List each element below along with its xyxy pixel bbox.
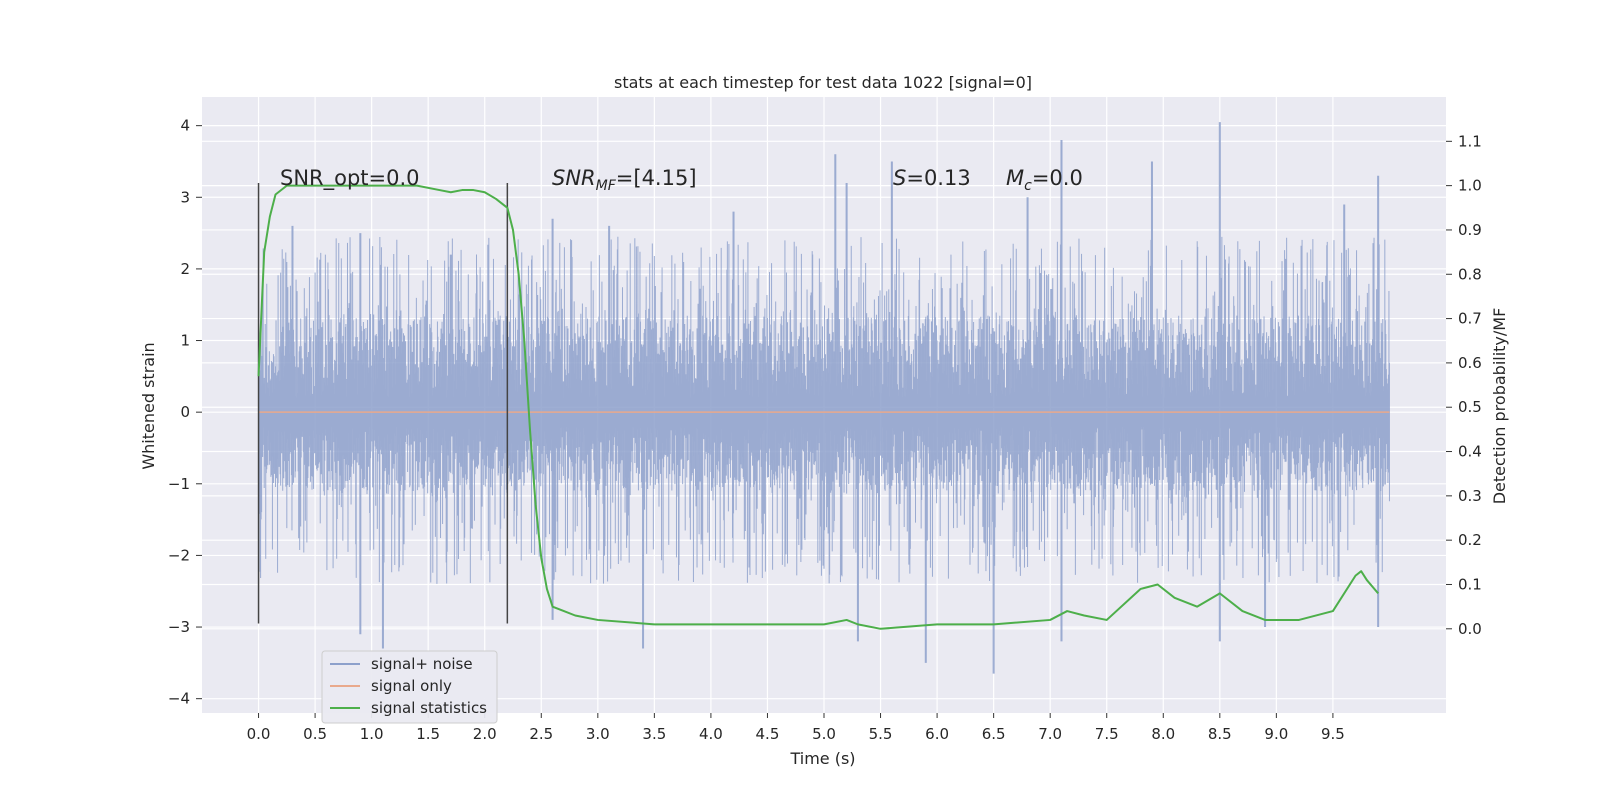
annotation-snr-mf-sub: MF [596,178,617,194]
x-tick-label: 4.0 [699,725,723,743]
legend-label-signal-statistics: signal statistics [371,699,487,717]
y2-tick-label: 0.8 [1458,265,1482,283]
annotation-s: S=0.13 [893,166,971,190]
x-tick-label: 1.5 [416,725,440,743]
x-tick-label: 6.5 [982,725,1006,743]
x-tick-label: 2.5 [529,725,553,743]
series-line-signal-statistics [257,184,1379,630]
y-tick-label: −4 [168,690,190,708]
legend-label-signal-only: signal only [371,677,452,695]
annotation-mc-symbol: M [1006,166,1024,190]
x-tick-label: 7.5 [1095,725,1119,743]
legend-box [321,650,498,724]
vertical-markers [257,182,509,624]
x-axis-label: Time (s) [789,749,855,768]
legend: signal+ noise signal only signal statist… [321,650,498,724]
annotation-snr-opt: SNR_opt=0.0 [280,166,420,191]
x-tick-label: 9.0 [1264,725,1288,743]
annotation-s-value: =0.13 [906,166,970,190]
y2-tick-label: 0.1 [1458,575,1482,593]
y-axis-label: Whitened strain [139,342,158,469]
y-ticks: 4 3 2 1 0 −1 −2 −3 −4 [168,117,202,708]
y-tick-label: −3 [168,618,190,636]
x-ticks: 0.0 0.5 1.0 1.5 2.0 2.5 3.0 3.5 4.0 4.5 5.0 5.5 6.0 6… [247,713,1345,743]
annotation-mc-sub: c [1024,178,1032,194]
y-tick-label: 1 [180,332,190,350]
y-tick-label: −2 [168,546,190,564]
y2-tick-label: 1.1 [1458,132,1482,150]
x-tick-label: 0.0 [247,725,271,743]
x-tick-label: 6.0 [925,725,949,743]
x-tick-label: 1.0 [360,725,384,743]
y2-tick-label: 0.7 [1458,310,1482,328]
y-tick-label: 2 [180,260,190,278]
y2-tick-label: 0.6 [1458,354,1482,372]
y-tick-label: 3 [180,188,190,206]
annotation-s-symbol: S [893,166,906,190]
y-tick-label: 0 [180,403,190,421]
annotation-mc: Mc=0.0 [1006,166,1083,194]
y2-tick-label: 0.9 [1458,221,1482,239]
annotation-snr-mf-main: SNR [552,166,596,190]
y2-tick-label: 1.0 [1458,177,1482,195]
x-tick-label: 9.5 [1321,725,1345,743]
x-tick-label: 7.0 [1038,725,1062,743]
chart-title: stats at each timestep for test data 102… [614,73,1032,92]
y2-axis-label: Detection probability/MF [1490,308,1509,505]
y2-tick-label: 0.4 [1458,443,1482,461]
y2-tick-label: 0.5 [1458,398,1482,416]
y-tick-label: 4 [180,117,190,135]
annotation-snr-mf-value: =[4.15] [616,166,697,190]
x-tick-label: 3.5 [642,725,666,743]
y2-tick-label: 0.3 [1458,487,1482,505]
y2-ticks: 1.1 1.0 0.9 0.8 0.7 0.6 0.5 0.4 0.3 0.2 0.1 0.0 [1446,132,1482,638]
y2-tick-label: 0.2 [1458,531,1482,549]
x-tick-label: 8.5 [1208,725,1232,743]
x-tick-label: 2.0 [473,725,497,743]
x-tick-label: 5.5 [869,725,893,743]
legend-label-signal-noise: signal+ noise [371,655,473,673]
x-tick-label: 4.5 [756,725,780,743]
x-tick-label: 0.5 [303,725,327,743]
y2-tick-label: 0.0 [1458,620,1482,638]
series-signal-statistics [257,184,1379,630]
x-tick-label: 8.0 [1151,725,1175,743]
annotation-mc-value: =0.0 [1032,166,1083,190]
annotation-snr-mf: SNRMF=[4.15] [552,166,697,194]
x-tick-label: 5.0 [812,725,836,743]
x-tick-label: 3.0 [586,725,610,743]
y-tick-label: −1 [168,475,190,493]
